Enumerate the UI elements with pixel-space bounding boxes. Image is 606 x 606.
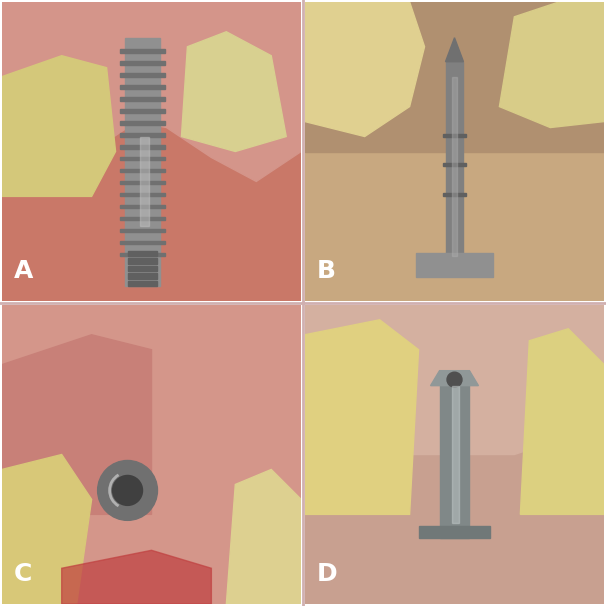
Polygon shape bbox=[2, 2, 301, 181]
Polygon shape bbox=[2, 335, 152, 514]
Polygon shape bbox=[499, 2, 604, 127]
Polygon shape bbox=[305, 2, 425, 136]
Bar bbox=[127, 273, 158, 279]
Bar bbox=[416, 253, 493, 277]
Polygon shape bbox=[445, 38, 464, 62]
Polygon shape bbox=[305, 305, 604, 454]
Bar bbox=[120, 228, 165, 232]
Bar bbox=[120, 109, 165, 113]
Bar bbox=[120, 169, 165, 173]
Bar bbox=[127, 258, 158, 264]
Bar bbox=[120, 73, 165, 76]
Bar bbox=[127, 281, 158, 286]
Bar bbox=[419, 527, 490, 538]
Polygon shape bbox=[62, 550, 211, 604]
Bar bbox=[451, 76, 458, 256]
Text: C: C bbox=[14, 562, 32, 586]
Polygon shape bbox=[181, 32, 286, 152]
Circle shape bbox=[98, 461, 158, 521]
Text: D: D bbox=[317, 562, 338, 586]
Bar bbox=[439, 371, 470, 538]
Bar bbox=[127, 266, 158, 271]
Bar bbox=[445, 62, 464, 271]
Bar bbox=[120, 241, 165, 244]
Bar bbox=[120, 145, 165, 148]
Polygon shape bbox=[430, 371, 479, 385]
Polygon shape bbox=[521, 329, 604, 514]
Bar bbox=[120, 85, 165, 88]
Bar bbox=[120, 193, 165, 196]
Bar bbox=[120, 217, 165, 221]
Polygon shape bbox=[2, 56, 116, 196]
Polygon shape bbox=[305, 320, 419, 514]
Bar bbox=[120, 253, 165, 256]
Circle shape bbox=[447, 372, 462, 387]
Bar bbox=[120, 121, 165, 125]
Bar bbox=[120, 181, 165, 184]
Bar bbox=[120, 49, 165, 53]
Bar bbox=[442, 133, 467, 136]
Bar bbox=[120, 61, 165, 65]
Bar bbox=[120, 205, 165, 208]
Bar bbox=[442, 164, 467, 167]
Polygon shape bbox=[305, 2, 604, 152]
Text: B: B bbox=[317, 259, 336, 283]
Bar bbox=[442, 193, 467, 196]
Circle shape bbox=[113, 476, 142, 505]
Text: A: A bbox=[14, 259, 33, 283]
Polygon shape bbox=[227, 470, 301, 604]
Bar bbox=[451, 385, 459, 524]
Bar bbox=[120, 157, 165, 161]
Bar bbox=[120, 133, 165, 136]
Bar bbox=[139, 136, 148, 227]
Bar bbox=[120, 97, 165, 101]
Bar bbox=[125, 38, 161, 286]
Bar bbox=[127, 251, 158, 256]
Polygon shape bbox=[2, 454, 92, 604]
